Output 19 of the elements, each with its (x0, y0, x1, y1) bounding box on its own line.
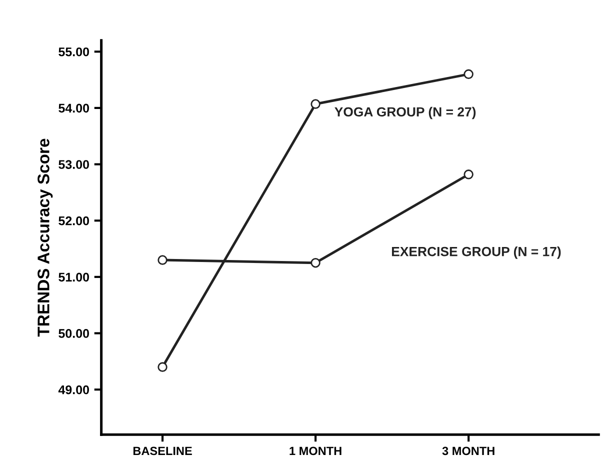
point (158, 255, 168, 265)
point (464, 69, 474, 80)
y-tick-label: 53.00 (58, 160, 89, 169)
y-tick-label: 52.00 (58, 216, 89, 226)
y-tick-label: 49.00 (58, 385, 89, 394)
x-tick-label: 1 MONTH (290, 446, 342, 456)
x-tick-label: 3 MONTH (442, 446, 494, 456)
y-tick-label: 54.00 (58, 104, 89, 113)
point (464, 170, 474, 180)
series-label: YOGA GROUP (N = 27) (334, 106, 476, 120)
point (310, 99, 320, 109)
y-tick-label: 55.00 (58, 47, 89, 56)
series-label: EXERCISE GROUP (N = 17) (392, 246, 561, 259)
y-axis-title: TRENDS Accuracy Score (38, 138, 53, 337)
y-tick-label: 50.00 (58, 329, 89, 338)
point (310, 258, 320, 268)
x-tick-label: BASELINE (133, 446, 192, 456)
y-tick-label: 51.00 (58, 272, 89, 282)
point (158, 362, 168, 372)
